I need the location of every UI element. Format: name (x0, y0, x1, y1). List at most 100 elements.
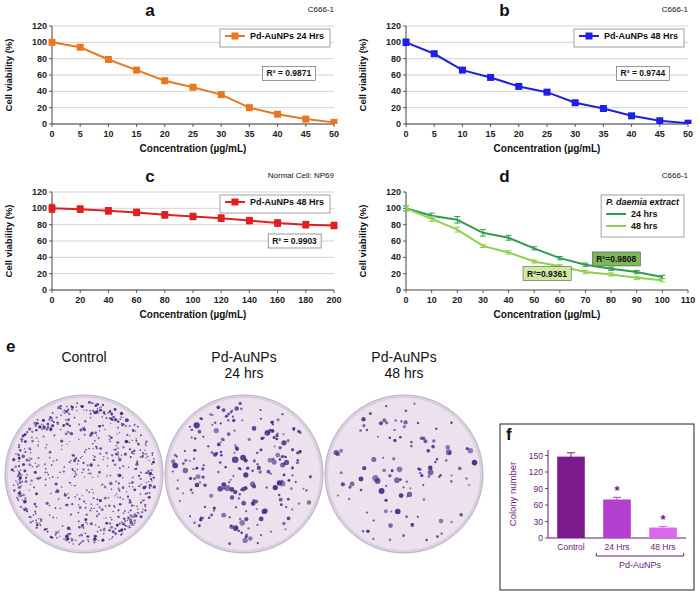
colony (35, 463, 36, 464)
colony (202, 517, 204, 519)
colony (195, 468, 197, 470)
colony (77, 460, 79, 462)
colony (78, 438, 79, 439)
colony (129, 518, 132, 521)
colony (33, 503, 36, 506)
colony (17, 475, 19, 477)
colony (420, 474, 423, 477)
colony (89, 473, 91, 475)
colony (144, 504, 145, 505)
colony (56, 517, 58, 519)
colony (117, 509, 119, 511)
colony (210, 513, 213, 516)
annotation: R² = 0.9744 (621, 68, 666, 78)
colony (298, 502, 300, 504)
error-cap (403, 205, 409, 206)
colony (217, 443, 221, 447)
colony (109, 411, 111, 413)
colony (22, 463, 25, 466)
plate-label-line: Pd-AuNPs (211, 349, 276, 365)
colony (102, 459, 103, 460)
colony (25, 478, 27, 480)
legend-box (601, 195, 684, 237)
colony (280, 481, 286, 487)
error-cap (506, 240, 512, 241)
colony (211, 414, 213, 416)
colony (26, 431, 28, 433)
marker (246, 217, 253, 224)
colony (43, 426, 46, 429)
error-cap (608, 270, 614, 271)
colony (189, 477, 192, 480)
colony (137, 426, 138, 427)
colony (145, 457, 147, 459)
colony (297, 430, 300, 433)
group-label: Pd-AuNPs (619, 560, 662, 570)
legend-box (220, 195, 330, 213)
colony (79, 429, 82, 432)
colony (92, 455, 93, 456)
colony (239, 520, 245, 526)
tick-label: 100 (185, 295, 200, 305)
legend-swatch (606, 213, 626, 215)
annotation-box (617, 66, 670, 80)
colony (107, 497, 109, 499)
colony (379, 421, 383, 425)
colony (233, 490, 237, 494)
colony (239, 518, 241, 520)
error-stem (457, 217, 458, 224)
colony (279, 498, 283, 502)
colony (111, 488, 113, 490)
tick-label: 35 (244, 129, 254, 139)
colony (259, 517, 264, 522)
colony (107, 465, 109, 467)
colony (385, 421, 388, 424)
colony (48, 474, 49, 475)
colony (117, 433, 118, 434)
colony (258, 470, 261, 473)
colony (75, 473, 77, 475)
colony (193, 449, 196, 452)
colony (292, 427, 295, 430)
colony (291, 467, 293, 469)
error-cap (454, 223, 460, 224)
colony (120, 412, 123, 415)
significance: * (614, 483, 620, 498)
error-bar (659, 275, 665, 278)
colony (400, 420, 402, 422)
colony (88, 401, 91, 404)
colony (299, 450, 301, 452)
colony (59, 535, 61, 537)
colony (38, 457, 40, 459)
error-cap (429, 221, 435, 222)
colony (117, 452, 119, 454)
colony (129, 482, 131, 484)
colony (44, 528, 46, 530)
colony (436, 459, 438, 461)
colony (65, 432, 68, 435)
colony (123, 517, 125, 519)
colony (260, 449, 263, 452)
marker (600, 105, 607, 112)
colony (337, 494, 339, 496)
colony (240, 408, 243, 411)
colony (24, 448, 25, 449)
error-bar (608, 267, 614, 270)
colony (30, 480, 33, 483)
error-cap (531, 246, 537, 247)
error-bar (105, 208, 111, 215)
colony (96, 435, 97, 436)
marker (133, 209, 140, 216)
colony (238, 497, 240, 499)
marker (572, 99, 579, 106)
tick-label: 70 (580, 295, 590, 305)
colony (28, 490, 29, 491)
colony (109, 522, 112, 525)
colony (13, 489, 15, 491)
colony (49, 477, 50, 478)
colony (432, 439, 435, 442)
colony (150, 472, 152, 474)
colony (81, 524, 84, 527)
colony (117, 427, 119, 429)
colony (69, 441, 70, 442)
